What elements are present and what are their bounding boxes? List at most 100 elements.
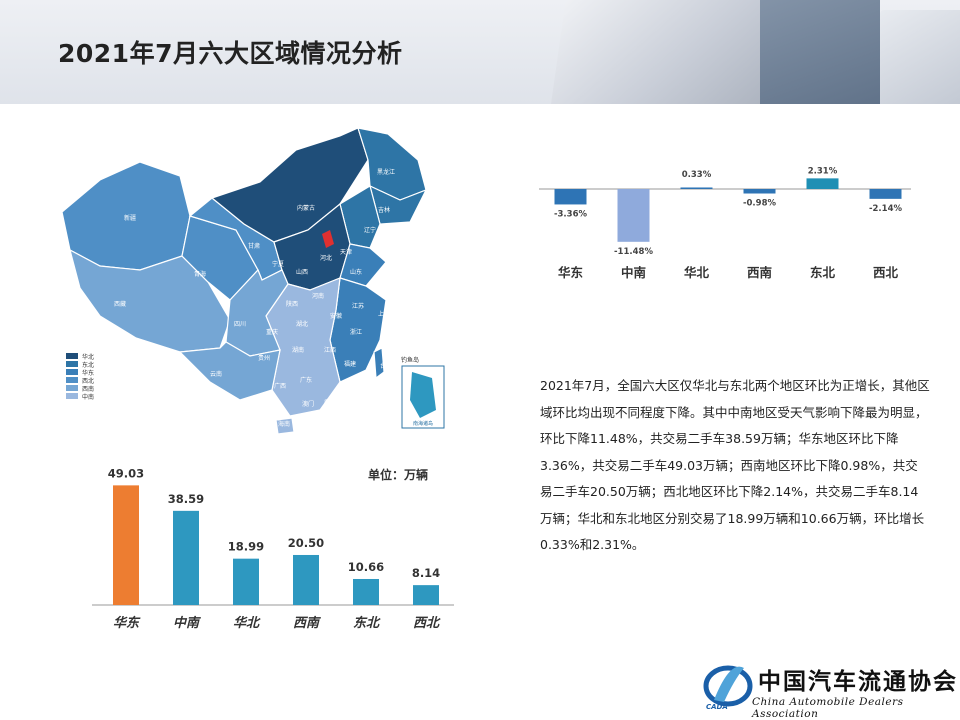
map-label-province: 云南 <box>210 370 222 378</box>
region-taiwan <box>373 347 385 380</box>
change-category-label: 西南 <box>747 265 773 280</box>
legend-swatch <box>66 393 78 399</box>
map-label-province: 重庆 <box>266 328 278 336</box>
legend-item: 华北 <box>66 352 95 361</box>
change-value-label: 0.33% <box>682 170 712 180</box>
legend-swatch <box>66 377 78 383</box>
legend-label: 中南 <box>82 393 95 401</box>
south-sea-inset-label: 南海诸岛 <box>413 420 433 427</box>
decor-cube <box>548 0 782 104</box>
map-label-province: 青海 <box>194 270 206 278</box>
map-label-province: 钓鱼岛 <box>401 356 419 364</box>
change-bar-chart: -3.36% 华东 -11.48% 中南 0.33% 华北 -0.98% 西南 2.31% 东北 -… <box>539 166 911 280</box>
map-label-province: 贵州 <box>258 354 270 362</box>
map-legend: 华北 东北 华东 西北 西南 中南 <box>66 352 95 401</box>
volume-bar-chart: 49.03 华东 38.59 中南 18.99 华北 20.50 西南 10.66 东北 8.14 西… <box>92 466 454 631</box>
logo-wing-icon <box>714 666 744 702</box>
volume-category-label: 华东 <box>113 615 141 631</box>
map-label-province: 安徽 <box>330 312 342 320</box>
map-label-province: 澳门 <box>302 400 314 408</box>
header-banner: 2021年7月六大区域情况分析 <box>0 0 960 104</box>
map-label-province: 上海 <box>378 310 390 318</box>
region-beijing-highlight <box>322 230 334 248</box>
change-category-label: 华北 <box>684 265 710 280</box>
volume-category-label: 西北 <box>413 616 441 631</box>
decor-cube <box>760 0 880 104</box>
legend-swatch <box>66 361 78 367</box>
logo-abbr: CADA <box>706 703 728 711</box>
volume-category-label: 东北 <box>353 615 381 631</box>
volume-bar <box>173 510 199 605</box>
map-label-province: 海南 <box>278 420 290 428</box>
change-category-label: 东北 <box>810 265 836 280</box>
volume-bar <box>233 558 259 605</box>
legend-swatch <box>66 385 78 391</box>
page-title: 2021年7月六大区域情况分析 <box>58 39 403 68</box>
volume-bar <box>413 585 439 605</box>
change-bar <box>743 189 776 194</box>
map-label-province: 香港 <box>324 398 336 406</box>
legend-label: 西北 <box>82 377 95 385</box>
legend-label: 华东 <box>82 369 95 377</box>
unit-label: 单位：万辆 <box>368 468 429 482</box>
volume-bar <box>353 578 379 605</box>
map-label-province: 台湾 <box>380 362 392 370</box>
legend-item: 西南 <box>66 384 95 393</box>
map-label-province: 江苏 <box>352 302 364 310</box>
volume-value-label: 8.14 <box>412 566 440 580</box>
change-bar <box>554 189 587 205</box>
map-label-province: 内蒙古 <box>297 204 315 212</box>
map-label-province: 广西 <box>274 382 286 390</box>
volume-value-label: 10.66 <box>348 560 384 574</box>
legend-item: 东北 <box>66 360 94 369</box>
map-label-province: 吉林 <box>378 206 390 214</box>
legend-item: 华东 <box>66 368 95 377</box>
change-bar <box>617 189 650 242</box>
decor-cube <box>880 10 960 104</box>
map-label-province: 天津 <box>340 249 352 256</box>
map-label-province: 山东 <box>350 268 362 276</box>
map-label-province: 江西 <box>324 347 336 354</box>
volume-category-label: 中南 <box>173 615 201 631</box>
map-label-province: 陕西 <box>286 300 298 308</box>
map-label-province: 辽宁 <box>364 226 376 234</box>
logo-name-cn: 中国汽车流通协会 <box>758 668 958 695</box>
map-label-province: 湖南 <box>292 346 304 354</box>
legend-item: 西北 <box>66 376 95 385</box>
change-value-label: -2.14% <box>869 204 902 214</box>
map-label-province: 广东 <box>300 376 312 384</box>
change-category-label: 华东 <box>558 265 584 280</box>
logo-swoosh-icon <box>703 665 753 707</box>
volume-value-label: 20.50 <box>288 536 324 550</box>
change-value-label: -3.36% <box>554 209 587 219</box>
change-bar <box>806 178 839 189</box>
cada-logo <box>703 665 753 707</box>
change-bar <box>680 187 713 189</box>
logo-name-en: China Automobile Dealers Association <box>752 696 904 720</box>
volume-value-label: 38.59 <box>168 492 204 506</box>
legend-label: 华北 <box>82 353 95 361</box>
volume-category-label: 华北 <box>233 615 261 631</box>
map-label-province: 湖北 <box>296 320 308 328</box>
map-label-province: 河南 <box>312 292 324 300</box>
change-value-label: -0.98% <box>743 199 776 209</box>
legend-swatch <box>66 353 78 359</box>
region-hainan <box>275 417 295 435</box>
legend-item: 中南 <box>66 392 95 401</box>
map-label-province: 河北 <box>320 254 332 262</box>
change-category-label: 西北 <box>873 265 899 280</box>
volume-value-label: 18.99 <box>228 540 264 554</box>
legend-swatch <box>66 369 78 375</box>
map-label-province: 浙江 <box>350 328 362 336</box>
map-label-province: 西藏 <box>114 300 126 308</box>
legend-label: 西南 <box>82 385 95 393</box>
map-label-province: 新疆 <box>124 214 136 222</box>
south-sea-inset-shape <box>410 372 436 418</box>
region-yunnan-guizhou <box>178 341 281 401</box>
volume-category-label: 西南 <box>293 615 321 631</box>
map-label-province: 四川 <box>234 321 246 328</box>
volume-bar <box>293 554 319 605</box>
volume-value-label: 49.03 <box>108 466 144 480</box>
change-value-label: -11.48% <box>614 247 653 257</box>
